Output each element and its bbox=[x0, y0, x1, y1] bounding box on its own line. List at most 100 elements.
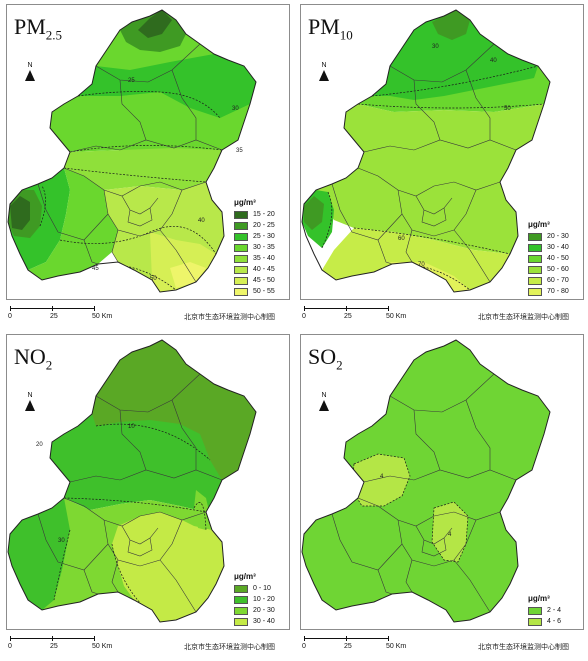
scale-tick-label: 25 bbox=[344, 313, 352, 320]
legend-label: 70 - 80 bbox=[547, 288, 569, 295]
contour-label: 30 bbox=[58, 538, 65, 544]
city-outline bbox=[301, 9, 551, 293]
legend-swatch bbox=[234, 265, 248, 274]
district-boundary bbox=[377, 239, 393, 265]
legend-swatch bbox=[528, 276, 542, 285]
legend-item: 30 - 40 bbox=[528, 242, 569, 253]
concentration-zone bbox=[322, 228, 510, 292]
contour-line bbox=[63, 497, 207, 513]
scale-tick bbox=[388, 636, 389, 641]
legend-swatch bbox=[234, 221, 248, 230]
north-arrow-shape bbox=[25, 400, 35, 411]
legend-swatch bbox=[528, 606, 542, 615]
scale-bar: 0 25 50 Km bbox=[8, 636, 112, 652]
legend-label: 45 - 50 bbox=[253, 277, 275, 284]
scale-tick bbox=[10, 636, 11, 641]
contour-line bbox=[59, 226, 217, 255]
scale-bar: 0 25 50 Km bbox=[8, 306, 112, 322]
contour-label: 25 bbox=[128, 78, 135, 84]
legend-swatch bbox=[528, 243, 542, 252]
district-boundary bbox=[377, 569, 393, 595]
district-boundary bbox=[37, 513, 109, 571]
scale-tick bbox=[52, 636, 53, 641]
district-boundary bbox=[127, 207, 153, 227]
north-arrow-icon: N bbox=[318, 62, 330, 81]
district-boundary bbox=[465, 69, 491, 140]
pollutant-title-subscript: 2 bbox=[336, 357, 343, 373]
legend-unit: μg/m³ bbox=[528, 220, 550, 229]
contour-label: 50 bbox=[150, 276, 157, 282]
legend-item: 50 - 60 bbox=[528, 264, 569, 275]
district-boundary bbox=[63, 167, 207, 197]
legend-item: 2 - 4 bbox=[528, 605, 561, 616]
legend-label: 40 - 50 bbox=[547, 255, 569, 262]
scale-tick bbox=[52, 306, 53, 311]
district-boundary bbox=[389, 43, 495, 83]
contour-line bbox=[53, 529, 71, 601]
pollutant-title: SO2 bbox=[308, 346, 343, 373]
district-boundary bbox=[121, 525, 159, 545]
district-boundary bbox=[111, 559, 119, 593]
scale-tick-label: 50 Km bbox=[92, 313, 113, 320]
concentration-zone bbox=[170, 262, 206, 288]
legend-swatch bbox=[528, 254, 542, 263]
district-boundary bbox=[357, 167, 501, 197]
legend-label: 35 - 40 bbox=[253, 255, 275, 262]
legend-label: 50 - 60 bbox=[547, 266, 569, 273]
legend-swatch bbox=[234, 584, 248, 593]
concentration-zone bbox=[112, 512, 224, 622]
scale-tick-label: 25 bbox=[50, 313, 58, 320]
district-boundary bbox=[389, 373, 495, 413]
scale-tick bbox=[346, 306, 347, 311]
district-boundary bbox=[415, 195, 453, 215]
concentration-zone bbox=[64, 148, 222, 190]
contour-label: 35 bbox=[236, 148, 243, 154]
contour-line bbox=[69, 145, 223, 153]
scale-tick-label: 25 bbox=[344, 643, 352, 650]
scale-tick-label: 0 bbox=[8, 313, 12, 320]
district-boundary bbox=[171, 69, 197, 140]
pollutant-title: NO2 bbox=[14, 346, 52, 372]
legend-label: 30 - 40 bbox=[547, 244, 569, 251]
map-credit: 北京市生态环境监测中心制图 bbox=[478, 643, 569, 651]
north-arrow-shape bbox=[319, 400, 329, 411]
legend-swatch bbox=[234, 210, 248, 219]
city-outline bbox=[301, 339, 551, 623]
contour-line bbox=[111, 543, 161, 622]
city-outline bbox=[7, 339, 257, 623]
legend-swatch bbox=[234, 287, 248, 296]
scale-tick-label: 0 bbox=[8, 643, 12, 650]
legend-label: 20 - 30 bbox=[547, 233, 569, 240]
contour-label: 4 bbox=[380, 474, 384, 480]
legend-label: 4 - 6 bbox=[547, 618, 562, 625]
district-boundary bbox=[331, 183, 403, 241]
scale-tick-label: 25 bbox=[50, 643, 58, 650]
scale-tick-label: 50 Km bbox=[386, 643, 407, 650]
scale-tick bbox=[94, 636, 95, 641]
legend-item: 30 - 40 bbox=[234, 616, 275, 627]
contour-line bbox=[321, 191, 333, 249]
legend-swatch bbox=[234, 276, 248, 285]
contour-line bbox=[357, 103, 545, 109]
district-boundary bbox=[119, 79, 147, 141]
district-boundary bbox=[63, 497, 207, 527]
concentration-zone bbox=[316, 104, 544, 254]
legend-item: 20 - 30 bbox=[234, 605, 275, 616]
contour-line bbox=[77, 91, 221, 119]
contour-line bbox=[39, 185, 46, 227]
concentration-zone bbox=[432, 10, 470, 40]
legend-swatch bbox=[234, 243, 248, 252]
district-boundary bbox=[357, 497, 501, 527]
legend-swatch bbox=[234, 606, 248, 615]
legend-item: 40 - 50 bbox=[528, 253, 569, 264]
beijing-map: 30 40 50 60 70 bbox=[301, 9, 551, 293]
pollutant-title-subscript: 10 bbox=[339, 27, 353, 43]
pollutant-title-subscript: 2.5 bbox=[45, 27, 63, 43]
concentration-zone bbox=[432, 502, 468, 562]
scale-bar: 0 25 50 Km bbox=[302, 636, 406, 652]
concentration-zone bbox=[352, 454, 410, 506]
legend-item: 70 - 80 bbox=[528, 286, 569, 297]
